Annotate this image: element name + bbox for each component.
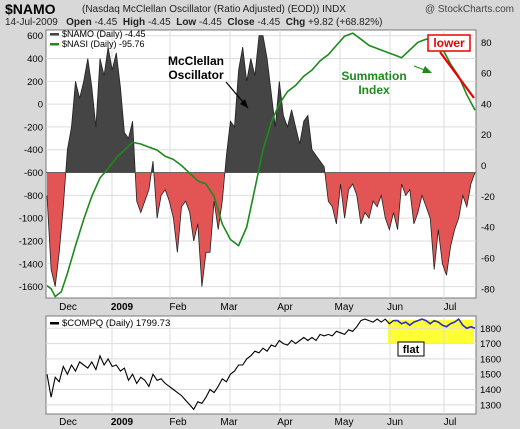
x-tick-label: Dec [59,417,77,428]
chg-label: Chg [285,17,306,28]
compq-grid [46,316,476,414]
compq-x-ticks: Dec 2009 Feb Mar Apr May Jun Jul [59,417,456,428]
right-tick-label: -20 [481,192,495,203]
lower-label-box [427,34,471,52]
right-tick-label: 1800 [480,324,501,335]
copyright-notice: @ StockCharts.com [424,4,514,15]
x-tick-label: Apr [277,302,293,313]
left-tick-label: -1400 [19,259,43,270]
left-axis-ticks: 600 400 200 0 -200 -400 -600 -800 -1000 -1200 -140… [19,31,43,293]
right-tick-label: 0 [481,161,486,172]
flat-label: flat [403,344,420,356]
flat-label-box [397,341,425,357]
mcclellan-arrowhead [240,99,248,108]
x-tick-label: Jul [444,302,457,313]
x-tick-label: 2009 [111,417,134,428]
close-label: Close [227,17,255,28]
legend-label: $NASI (Daily) -95.76 [62,39,145,49]
left-tick-label: -1000 [19,214,43,225]
legend-swatch [50,33,59,36]
low-value: -4.45 [199,17,222,28]
x-tick-label: May [335,302,354,313]
x-tick-label: Mar [220,417,238,428]
oscillator-negative-fill [47,172,475,287]
right-axis-ticks: 80 60 40 20 0 -20 -40 -60 -80 [481,38,495,295]
compq-right-axis-ticks: 1800 1700 1600 1500 1400 1300 [480,324,501,412]
chg-value: +9.82 (+68.82%) [307,17,383,28]
left-tick-label: -200 [24,122,43,133]
right-tick-label: 20 [481,130,492,141]
right-tick-label: 1300 [480,400,501,411]
x-tick-label: Apr [277,417,293,428]
left-tick-label: -800 [24,191,43,202]
summation-arrowhead [422,66,432,73]
left-tick-label: -1200 [19,236,43,247]
right-tick-label: 1700 [480,339,501,350]
oscillator-legend: $NAMO (Daily) -4.45$NASI (Daily) -95.76 [50,29,146,49]
legend-swatch [50,322,59,325]
compq-legend: $COMPQ (Daily) 1799.73 [50,318,170,329]
summation-label: Summation [341,69,406,83]
open-value: -4.45 [94,17,118,28]
lower-label: lower [433,36,465,50]
x-tick-label: Feb [169,417,187,428]
legend-swatch [50,43,59,46]
x-tick-label: Mar [220,302,238,313]
high-value: -4.45 [147,17,171,28]
x-tick-label: Feb [169,302,187,313]
right-tick-label: 1600 [480,354,501,365]
chart-description: (Nasdaq McClellan Oscillator (Ratio Adju… [82,4,346,15]
x-tick-label: Jul [444,417,457,428]
low-label: Low [176,17,197,28]
compq-flat-segment [393,317,476,330]
x-tick-label: Jun [387,302,403,313]
x-tick-label: Dec [59,302,77,313]
lower-trend-line [439,51,475,99]
x-tick-label: May [335,417,354,428]
oscillator-outline [46,35,476,287]
mcclellan-label: McClellan [168,54,224,68]
right-tick-label: 1400 [480,385,501,396]
open-label: Open [66,17,92,28]
summation-polyline [46,32,476,298]
right-tick-label: -80 [481,284,495,295]
left-tick-label: -1600 [19,282,43,293]
left-tick-label: 0 [38,100,43,111]
x-tick-label: Jun [387,417,403,428]
left-tick-label: 600 [27,31,43,42]
quote-stats: 14-Jul-2009 Open -4.45 High -4.45 Low -4… [5,17,382,28]
oscillator-positive-fill [65,35,325,173]
high-label: High [122,17,146,28]
right-tick-label: 1500 [480,370,501,381]
oscillator-label: Oscillator [168,68,224,82]
oscillator-area [46,35,476,287]
index-label: Index [358,83,390,97]
right-tick-label: -40 [481,223,495,234]
chart-symbol: $NAMO [5,1,56,17]
quote-date: 14-Jul-2009 [5,17,58,28]
right-tick-label: 80 [481,38,492,49]
legend-label: $NAMO (Daily) -4.45 [62,29,146,39]
right-tick-label: 60 [481,69,492,80]
close-value: -4.45 [257,17,281,28]
oscillator-x-ticks: Dec 2009 Feb Mar Apr May Jun Jul [59,302,456,313]
summation-line [46,32,476,298]
x-tick-label: 2009 [111,302,134,313]
right-tick-label: -60 [481,253,495,264]
legend-label: $COMPQ (Daily) 1799.73 [62,318,170,329]
left-tick-label: -400 [24,145,43,156]
left-tick-label: 400 [27,54,43,65]
right-tick-label: 40 [481,99,492,110]
compq-line [46,317,476,411]
left-tick-label: 200 [27,77,43,88]
left-tick-label: -600 [24,168,43,179]
